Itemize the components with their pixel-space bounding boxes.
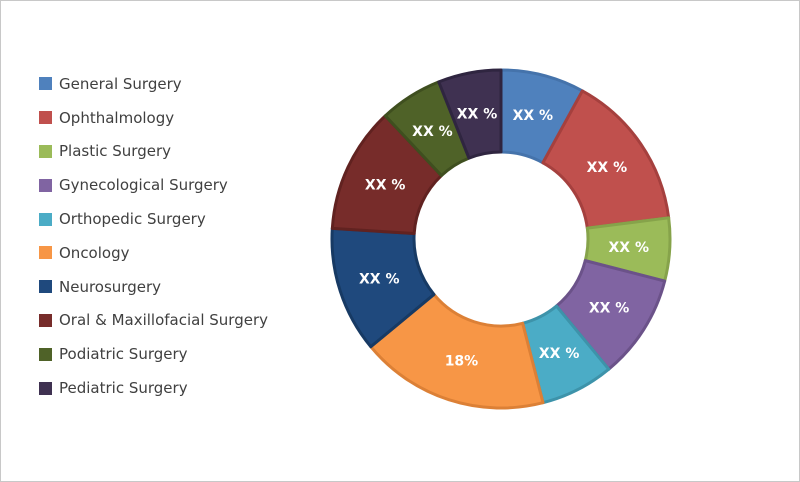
legend-swatch bbox=[39, 313, 52, 327]
legend-label: Orthopedic Surgery bbox=[59, 210, 206, 229]
legend-swatch bbox=[39, 280, 52, 294]
slice-data-label: XX % bbox=[359, 272, 400, 288]
chart-legend: General Surgery Ophthalmology Plastic Surg… bbox=[39, 67, 268, 405]
legend-item: Ophthalmology bbox=[39, 101, 268, 135]
legend-item: Gynecological Surgery bbox=[39, 168, 268, 202]
legend-swatch bbox=[39, 246, 52, 260]
legend-swatch bbox=[39, 347, 52, 361]
legend-swatch bbox=[39, 381, 52, 395]
legend-item: Neurosurgery bbox=[39, 270, 268, 304]
legend-swatch bbox=[39, 178, 52, 192]
slice-data-label: XX % bbox=[365, 178, 406, 194]
legend-label: General Surgery bbox=[59, 74, 182, 93]
slice-data-label: XX % bbox=[589, 301, 630, 317]
legend-item: Orthopedic Surgery bbox=[39, 202, 268, 236]
donut-chart: XX %XX %XX %XX %XX %18%XX %XX %XX %XX % bbox=[330, 68, 672, 410]
legend-label: Neurosurgery bbox=[59, 277, 161, 296]
legend-item: General Surgery bbox=[39, 67, 268, 101]
legend-swatch bbox=[39, 111, 52, 125]
slice-data-label: 18% bbox=[445, 354, 479, 370]
legend-item: Oncology bbox=[39, 236, 268, 270]
legend-label: Podiatric Surgery bbox=[59, 345, 188, 364]
legend-label: Gynecological Surgery bbox=[59, 176, 228, 195]
slice-data-label: XX % bbox=[457, 106, 498, 122]
legend-label: Plastic Surgery bbox=[59, 142, 172, 161]
slice-data-label: XX % bbox=[513, 108, 554, 124]
legend-item: Pediatric Surgery bbox=[39, 371, 268, 405]
slice-data-label: XX % bbox=[587, 160, 628, 176]
legend-swatch bbox=[39, 144, 52, 158]
donut-slice bbox=[437, 68, 503, 160]
legend-label: Ophthalmology bbox=[59, 108, 175, 127]
legend-item: Plastic Surgery bbox=[39, 135, 268, 169]
legend-swatch bbox=[39, 212, 52, 226]
legend-item: Oral & Maxillofacial Surgery bbox=[39, 304, 268, 338]
legend-swatch bbox=[39, 77, 52, 91]
slice-data-label: XX % bbox=[608, 240, 649, 256]
slice-data-label: XX % bbox=[412, 124, 453, 140]
donut-slice bbox=[369, 292, 545, 410]
legend-item: Podiatric Surgery bbox=[39, 337, 268, 371]
legend-label: Pediatric Surgery bbox=[59, 379, 188, 398]
legend-label: Oncology bbox=[59, 243, 130, 262]
slice-data-label: XX % bbox=[539, 346, 580, 362]
legend-label: Oral & Maxillofacial Surgery bbox=[59, 311, 268, 330]
